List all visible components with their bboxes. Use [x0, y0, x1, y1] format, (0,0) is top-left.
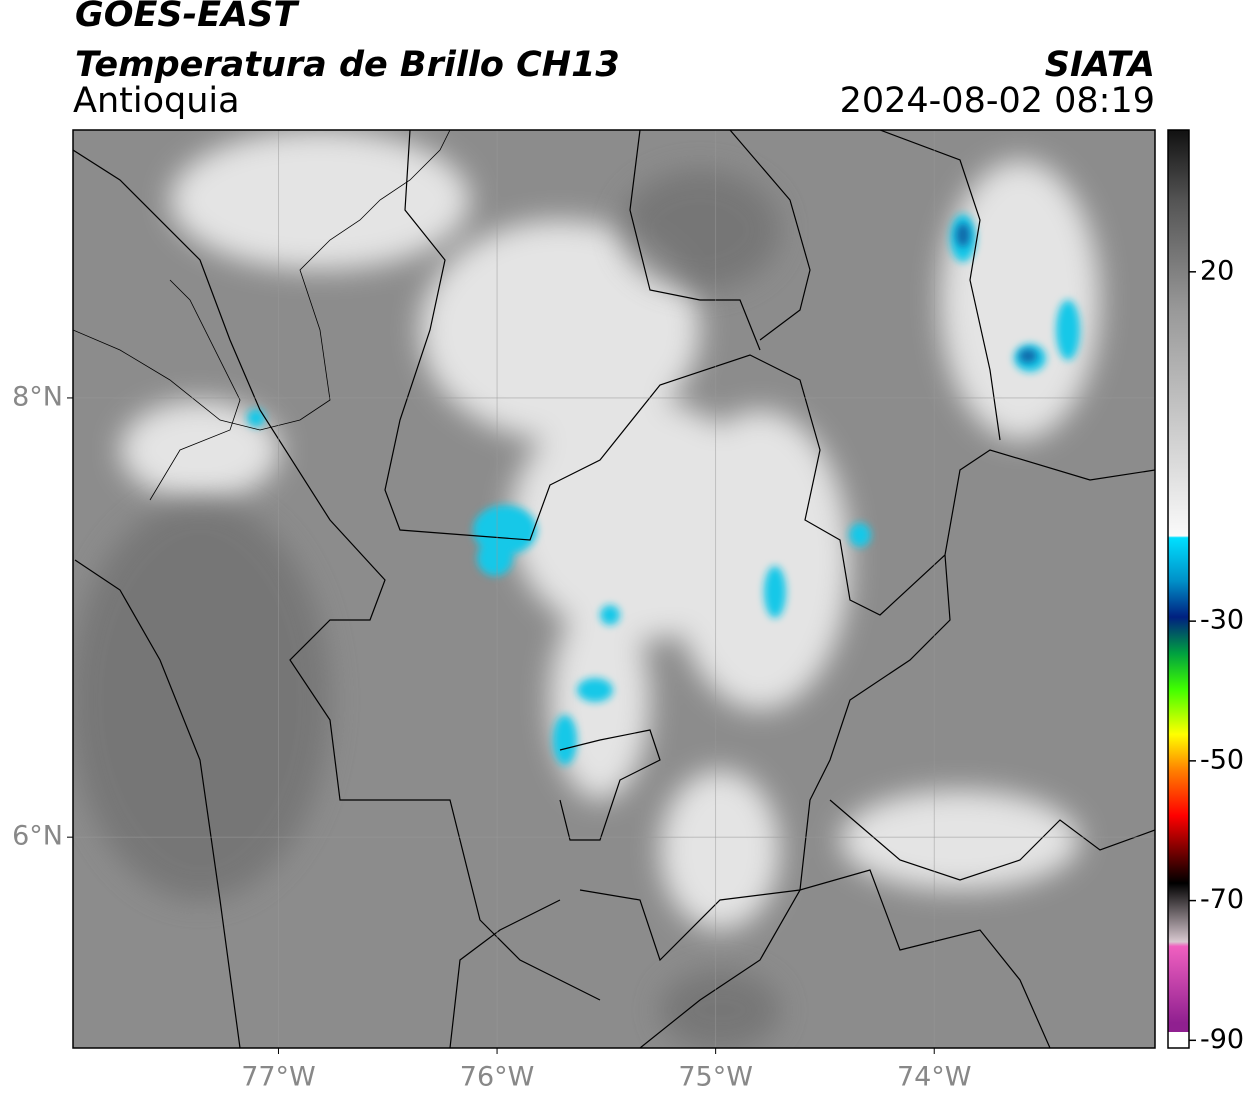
map-frame [72, 129, 1156, 1049]
colorbar-tick-label: -90 [1200, 1024, 1244, 1055]
source: SIATA [1045, 45, 1155, 85]
x-tick-label: 77°W [241, 1062, 316, 1093]
y-tick-label: 8°N [12, 381, 63, 412]
colorbar [1168, 130, 1189, 1032]
region: Antioquia [73, 81, 240, 121]
x-tick-label: 75°W [678, 1062, 753, 1093]
x-tick-label: 76°W [460, 1062, 535, 1093]
subtitle: Temperatura de Brillo CH13 [75, 45, 620, 85]
colorbar-low [1168, 1032, 1189, 1048]
colorbar-tick-label: -30 [1200, 605, 1244, 636]
map-grid [73, 130, 1155, 1048]
x-tick-label: 74°W [897, 1062, 972, 1093]
colorbar-tick-label: 20 [1200, 255, 1234, 286]
colorbar-tick-label: -50 [1200, 744, 1244, 775]
colorbar-tick-label: -70 [1200, 884, 1244, 915]
y-tick-label: 6°N [12, 821, 63, 852]
title: GOES-EAST [75, 0, 300, 35]
colorbar-frame [1167, 129, 1190, 1049]
datetime: 2024-08-02 08:19 [840, 81, 1155, 121]
map-image [73, 130, 1155, 1048]
